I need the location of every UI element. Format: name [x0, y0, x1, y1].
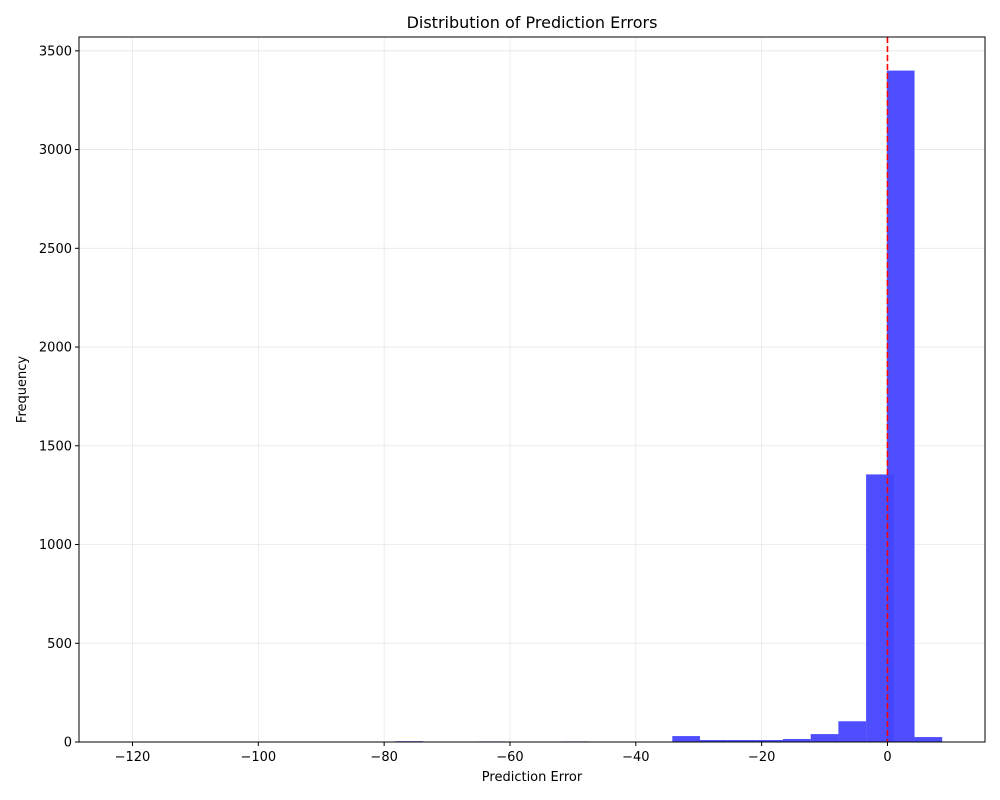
y-tick-label: 0: [64, 736, 72, 751]
x-tick-label: −120: [115, 750, 151, 765]
y-tick-label: 3500: [39, 44, 72, 59]
y-tick-label: 3000: [39, 143, 72, 158]
x-axis-ticks: −120 −100 −80 −60 −40 −20 0: [115, 742, 892, 765]
y-tick-label: 1500: [39, 439, 72, 454]
x-tick-label: −80: [370, 750, 397, 765]
histogram-bar: [672, 736, 700, 742]
x-tick-label: −20: [748, 750, 775, 765]
histogram-bar: [755, 740, 784, 742]
histogram-bars: [118, 70, 943, 743]
y-tick-label: 2000: [39, 341, 72, 356]
y-tick-label: 1000: [39, 538, 72, 553]
y-axis-ticks: 0 500 1000 1500 2000 2500 3000 3500: [39, 44, 79, 751]
chart-title: Distribution of Prediction Errors: [407, 13, 658, 32]
histogram-bar: [727, 740, 756, 742]
x-tick-label: −40: [622, 750, 649, 765]
plot-area-frame: [78, 36, 986, 743]
grid-lines: [79, 37, 985, 743]
histogram-bar: [914, 737, 943, 742]
y-tick-label: 500: [47, 637, 72, 652]
histogram-bar: [838, 721, 867, 742]
x-tick-label: −60: [496, 750, 523, 765]
y-tick-label: 2500: [39, 242, 72, 257]
histogram-bar: [810, 734, 839, 742]
y-axis-label: Frequency: [15, 356, 30, 423]
x-tick-label: 0: [883, 750, 891, 765]
x-tick-label: −100: [240, 750, 276, 765]
histogram-bar: [699, 740, 728, 742]
x-axis-label: Prediction Error: [482, 770, 583, 785]
histogram-bar: [886, 70, 915, 743]
histogram-bar: [783, 739, 811, 742]
